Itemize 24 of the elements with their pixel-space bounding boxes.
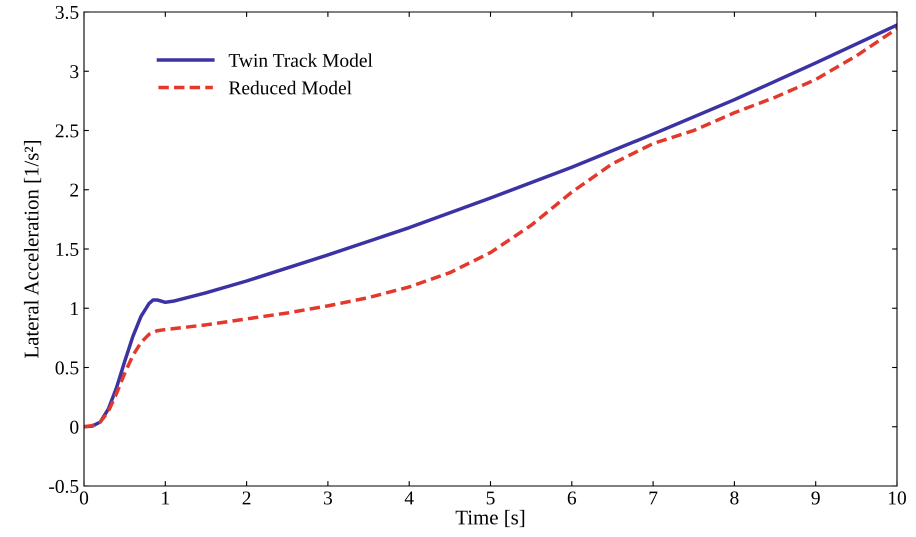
x-tick-label: 0 [80, 491, 88, 505]
legend-label: Twin Track Model [228, 53, 373, 68]
y-tick-label: 2.5 [56, 124, 78, 138]
x-tick-label: 8 [730, 491, 739, 505]
x-tick-label: 2 [242, 491, 250, 504]
x-tick-label: 9 [811, 491, 820, 505]
x-tick-label: 7 [650, 492, 658, 504]
y-tick-label: 1.5 [56, 242, 78, 256]
y-tick-label: 3 [70, 65, 78, 78]
y-tick-label: -0.5 [49, 480, 78, 494]
x-axis-title: Time [s] [456, 510, 524, 528]
y-axis-title: Lateral Acceleration [1/s²] [24, 141, 42, 358]
y-tick-label: 3.5 [56, 6, 78, 20]
x-tick-label: 3 [324, 491, 332, 505]
x-tick-label: 6 [568, 491, 576, 505]
y-tick-label: 1 [71, 302, 78, 315]
x-tick-label: 5 [486, 492, 495, 505]
y-tick-label: 0 [70, 420, 78, 434]
x-tick-label: 10 [888, 491, 906, 505]
x-tick-label: 4 [404, 492, 414, 504]
y-tick-label: 0.5 [56, 361, 78, 375]
y-tick-label: 2 [70, 184, 78, 196]
legend-label: Reduced Model [228, 80, 352, 94]
x-tick-label: 1 [162, 492, 169, 504]
